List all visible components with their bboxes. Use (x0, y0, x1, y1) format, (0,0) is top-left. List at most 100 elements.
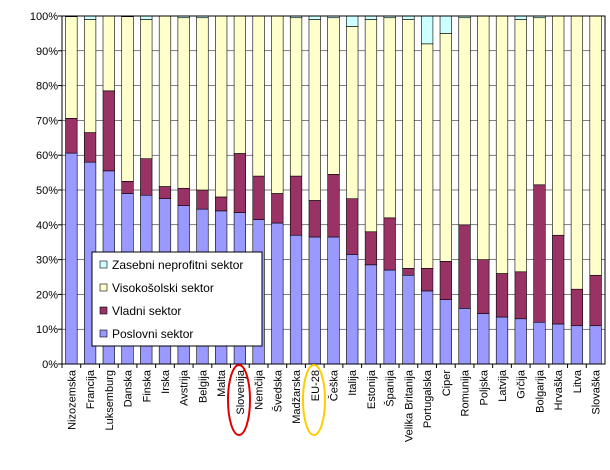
y-tick-label: 20% (36, 289, 58, 301)
bar-segment (477, 313, 490, 365)
legend-label: Poslovni sektor (112, 327, 193, 341)
bar-segment (196, 189, 209, 210)
bar-segment (421, 15, 434, 45)
bar-segment (364, 264, 378, 365)
bar-segment (477, 259, 490, 314)
bar-segment (514, 318, 527, 365)
bar-segment (383, 217, 396, 271)
bar-segment (233, 153, 246, 213)
bar-segment (570, 15, 584, 290)
highlight-circle (227, 364, 251, 436)
x-tick-label: Španija (384, 369, 397, 407)
y-tick-label: 10% (36, 324, 58, 336)
bar-segment (327, 174, 340, 238)
x-tick-label: Finska (141, 369, 153, 402)
x-tick-label: Bolgarija (534, 369, 546, 413)
bar-segment (65, 152, 78, 365)
x-tick-label: Madžarska (291, 369, 303, 424)
bar-segment (495, 316, 509, 365)
bar-segment (177, 187, 190, 206)
bar-segment (533, 17, 546, 186)
bar-segment (402, 15, 415, 20)
bar-segment (215, 15, 228, 198)
x-tick-label: Francija (85, 369, 97, 409)
x-tick-label: EU-28 (310, 370, 322, 401)
bar-segment (402, 19, 415, 269)
y-tick-label: 70% (36, 115, 58, 127)
x-tick-label: Latvija (497, 369, 509, 402)
y-tick-label: 50% (36, 185, 58, 197)
bar-segment (140, 15, 153, 20)
x-tick-label: Avstrija (179, 369, 191, 406)
bar-segment (233, 15, 246, 154)
x-tick-label: Velika Britanija (403, 369, 415, 442)
x-tick-label: Slovaška (591, 369, 603, 415)
y-tick-label: 90% (36, 46, 58, 58)
bar-segment (514, 15, 527, 20)
bar-segment (402, 274, 415, 365)
bar-segment (102, 90, 115, 172)
bar-segment (458, 224, 471, 309)
x-tick-label: Portugalska (422, 369, 434, 428)
x-tick-label: Malta (216, 369, 228, 397)
y-tick-label: 30% (36, 255, 58, 267)
bar-segment (252, 15, 265, 177)
bar-segment (140, 158, 153, 196)
x-tick-label: Nizozemska (66, 369, 78, 430)
bar-segment (177, 17, 190, 189)
bar-segment (533, 321, 546, 365)
bar-segment (439, 299, 452, 365)
bar-segment (289, 175, 303, 236)
legend-swatch (99, 283, 108, 292)
legend: Zasebni neprofitni sektor Visokošolski se… (91, 251, 263, 347)
bar-segment (158, 15, 172, 187)
bar-segment (439, 261, 452, 300)
bar-segment (271, 193, 284, 224)
x-tick-label: Nemčija (254, 369, 266, 410)
x-tick-label: Poljska (478, 369, 490, 405)
bar-segment (495, 15, 509, 274)
bar-segment (383, 17, 396, 219)
x-tick-label: Danska (123, 369, 135, 407)
bar-segment (552, 234, 565, 325)
bar-segment (458, 17, 471, 226)
bar-segment (289, 234, 303, 365)
y-tick-label: 60% (36, 150, 58, 162)
bar-segment (121, 16, 134, 182)
bar-segment (439, 33, 452, 262)
y-tick-label: 100% (30, 11, 58, 23)
y-tick-label: 0% (42, 359, 58, 371)
bar-segment (458, 308, 471, 365)
legend-box (91, 251, 263, 347)
legend-label: Visokošolski sektor (112, 281, 214, 295)
bar-segment (421, 290, 434, 365)
bar-segment (514, 19, 527, 273)
bar-segment (308, 19, 321, 201)
x-tick-label: Belgija (197, 369, 209, 403)
bar-segment (346, 198, 359, 255)
x-tick-label: Litva (572, 369, 584, 393)
bar-segment (402, 267, 415, 276)
bar-segment (364, 19, 378, 233)
bar-segment (65, 16, 78, 119)
bar-segment (477, 15, 490, 260)
legend-label: Vladni sektor (112, 304, 181, 318)
bar-segment (495, 273, 509, 318)
bar-segment (589, 325, 602, 365)
bar-segment (196, 17, 209, 191)
x-tick-label: Irska (160, 369, 172, 394)
bar-segment (346, 26, 359, 199)
bar-segment (308, 236, 321, 365)
x-tick-label: Hrvaška (553, 369, 565, 410)
bar-segment (533, 184, 546, 323)
x-tick-label: Ciper (441, 370, 453, 397)
bar-segment (421, 43, 434, 269)
bar-segment (589, 15, 602, 276)
bar-segment (83, 132, 97, 163)
bar-segment (439, 15, 452, 34)
y-tick-label: 40% (36, 220, 58, 232)
bar-segment (215, 196, 228, 212)
bar-segment (514, 271, 527, 320)
x-tick-label: Slovenija (235, 369, 247, 415)
